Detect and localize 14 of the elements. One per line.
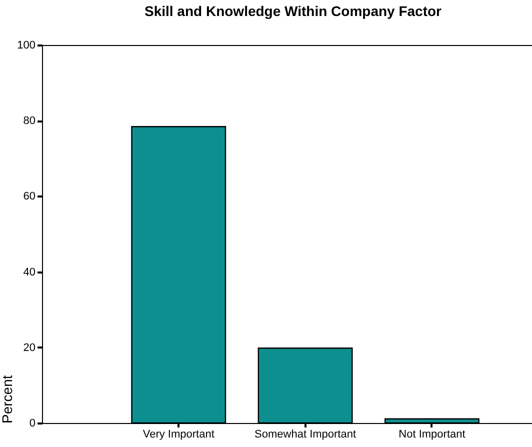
x-tick-label: Somewhat Important (254, 428, 356, 440)
y-tick-label: 20 (23, 342, 36, 354)
y-tick-label: 0 (29, 418, 36, 430)
y-tick-label: 100 (17, 40, 36, 52)
y-tick-label: 80 (23, 115, 36, 128)
y-axis-title: Percent (0, 375, 16, 424)
bar (131, 126, 226, 424)
y-tick-label: 40 (23, 266, 36, 278)
bar (384, 418, 480, 424)
x-tick-label: Very Important (142, 428, 214, 440)
x-tick-label: Not Important (398, 428, 466, 440)
chart-title: Skill and Knowledge Within Company Factor (144, 3, 442, 19)
y-tick-label: 60 (23, 190, 36, 203)
bar (258, 348, 353, 424)
